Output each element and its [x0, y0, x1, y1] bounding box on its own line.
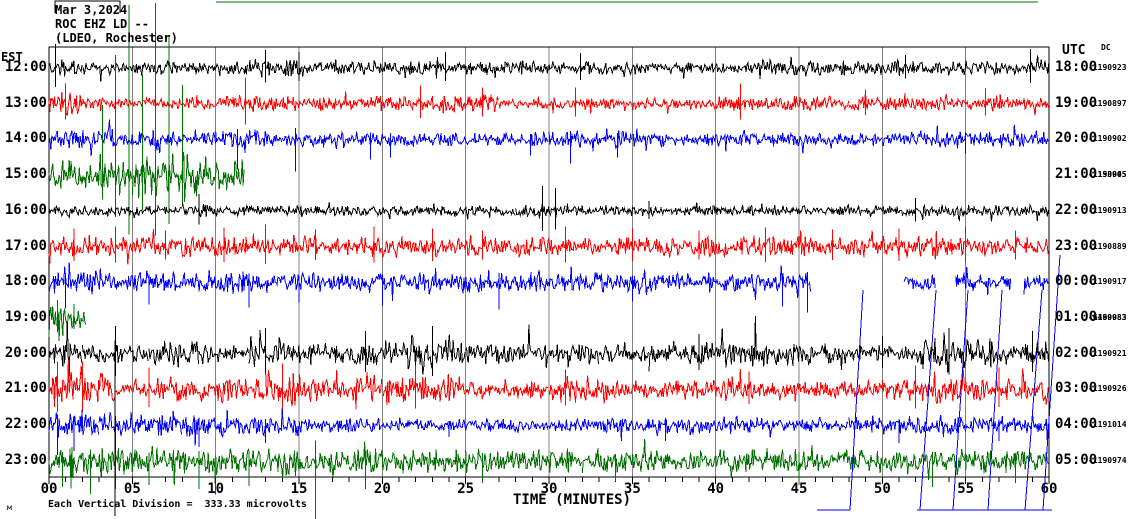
est-time-label: 13:00 — [4, 94, 47, 111]
watermark-glyph: м — [7, 503, 12, 512]
x-tick-label: 10 — [207, 481, 225, 497]
dc-value: -1190921 — [1088, 348, 1127, 358]
dc-value: -1190923 — [1088, 63, 1127, 72]
x-tick-label: 55 — [957, 481, 975, 497]
dc-value: -1190974 — [1088, 455, 1127, 465]
x-tick-label: 30 — [540, 481, 558, 497]
x-axis-title: TIME (MINUTES) — [513, 492, 632, 508]
utc-time-label: 19:00 — [1055, 94, 1098, 111]
dc-value: -1153045 — [1088, 170, 1127, 180]
utc-time-label: 21:00 — [1055, 166, 1098, 183]
est-time-label: 22:00 — [4, 416, 47, 433]
station-location: (LDEO, Rochester) — [55, 31, 178, 45]
dc-value: -1190926 — [1088, 384, 1127, 394]
utc-time-label: 01:00 — [1055, 309, 1098, 326]
est-time-label: 16:00 — [4, 201, 47, 218]
dc-value: -1190889 — [1088, 241, 1127, 251]
est-time-label: 21:00 — [4, 380, 47, 397]
est-time-label: 15:00 — [4, 166, 47, 183]
utc-time-label: 18:00 — [1055, 59, 1098, 75]
est-time-label: 18:00 — [4, 273, 47, 290]
est-time-label: 12:00 — [4, 59, 47, 75]
utc-time-label: 05:00 — [1055, 451, 1098, 468]
est-time-label: 20:00 — [4, 344, 47, 361]
dc-value: -1190913 — [1088, 205, 1127, 215]
est-time-label: 23:00 — [4, 451, 47, 468]
x-tick-label: 45 — [790, 481, 808, 497]
x-tick-label: 25 — [457, 481, 475, 497]
est-time-label: 17:00 — [4, 237, 47, 254]
x-tick-label: 15 — [290, 481, 308, 497]
est-time-label: 14:00 — [4, 130, 47, 147]
dc-column-label: DC — [1101, 43, 1111, 52]
x-tick-label: 05 — [123, 481, 141, 497]
x-tick-label: 35 — [623, 481, 641, 497]
utc-time-label: 20:00 — [1055, 130, 1098, 147]
dc-value: -1190917 — [1088, 277, 1127, 287]
x-tick-label: 40 — [707, 481, 725, 497]
utc-time-label: 03:00 — [1055, 380, 1098, 397]
utc-time-label: 22:00 — [1055, 201, 1098, 218]
left-axis-label: EST — [1, 50, 23, 64]
utc-time-label: 02:00 — [1055, 344, 1098, 361]
x-tick-label: 50 — [873, 481, 891, 497]
x-tick-label: 60 — [1040, 481, 1058, 497]
dc-value: -1190902 — [1088, 134, 1127, 144]
utc-time-label: 00:00 — [1055, 273, 1098, 290]
plot-date: Mar 3,2024 — [55, 3, 128, 17]
x-tick-label: 20 — [373, 481, 391, 497]
dc-value-overlap: -1190905 — [1088, 170, 1127, 180]
dc-value-overlap: -1190983 — [1088, 313, 1127, 323]
est-time-label: 19:00 — [4, 309, 47, 326]
dc-value: -1190897 — [1088, 98, 1127, 108]
dc-value: -6469083 — [1088, 313, 1127, 323]
x-tick-label: 00 — [40, 481, 58, 497]
vertical-scale-note: Each Vertical Division = 333.33 microvol… — [48, 499, 307, 510]
utc-time-label: 04:00 — [1055, 416, 1098, 433]
station-code: ROC EHZ LD -- — [55, 17, 149, 31]
right-axis-label: UTC — [1062, 43, 1086, 58]
utc-time-label: 23:00 — [1055, 237, 1098, 254]
dc-value: -1191014 — [1088, 420, 1127, 430]
